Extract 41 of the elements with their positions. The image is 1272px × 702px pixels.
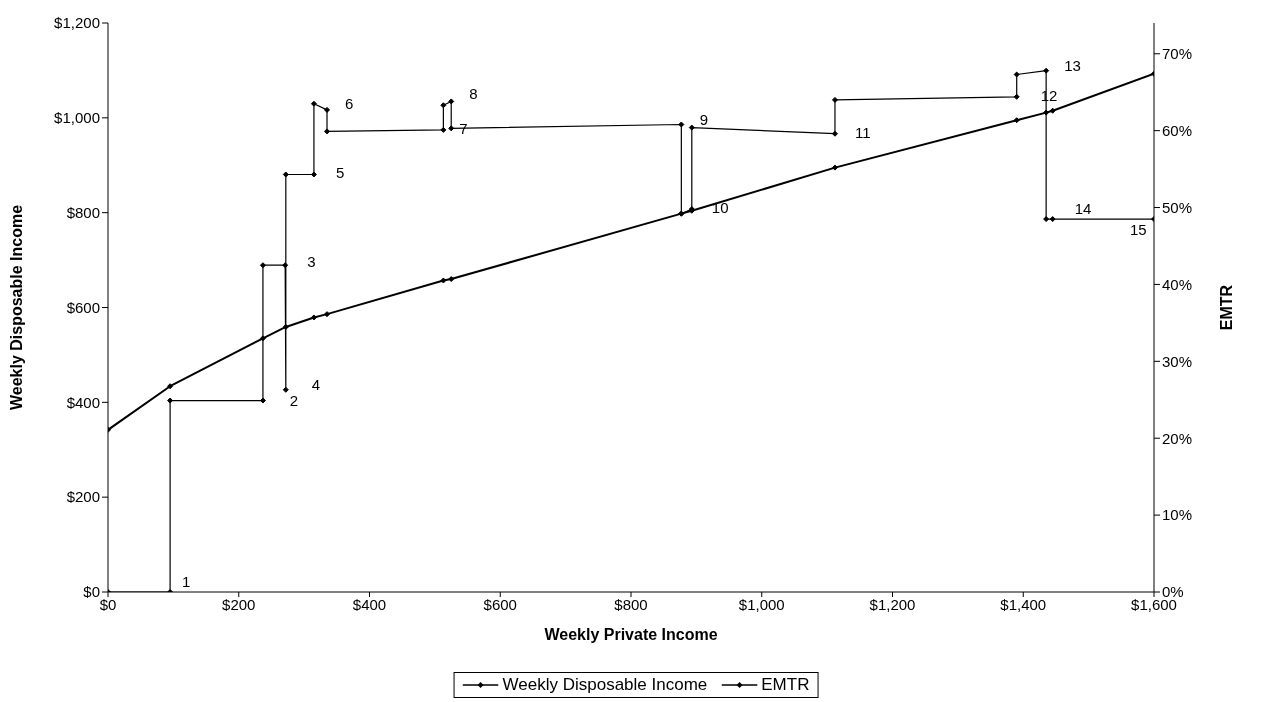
annotation: 4 xyxy=(311,375,321,393)
y2-tick-label: 0% xyxy=(1162,583,1184,601)
annotation: 3 xyxy=(307,253,316,271)
y-tick-label: $600 xyxy=(66,298,100,316)
y2-axis-title: EMTR xyxy=(1217,284,1235,331)
legend-label: EMTR xyxy=(761,675,810,695)
y-axis-title: Weekly Disposable Income xyxy=(7,204,25,411)
y-tick-label: $1,200 xyxy=(54,14,100,32)
x-tick-label: $1,000 xyxy=(738,595,785,613)
y2-tick-label: 30% xyxy=(1162,352,1193,370)
x-tick-label: $0 xyxy=(99,595,117,613)
y2-tick-label: 40% xyxy=(1162,275,1193,293)
x-tick-label: $1,400 xyxy=(1000,595,1047,613)
annotation: 6 xyxy=(345,94,354,112)
y-tick-label: $400 xyxy=(66,393,100,411)
x-tick-label: $800 xyxy=(614,595,648,613)
x-tick-label: $1,200 xyxy=(869,595,916,613)
annotation: 10 xyxy=(711,199,729,217)
x-axis-title: Weekly Private Income xyxy=(544,626,718,643)
annotation: 9 xyxy=(699,110,709,128)
x-tick-label: $200 xyxy=(222,595,256,613)
y-tick-label: $200 xyxy=(66,488,100,506)
y2-tick-label: 20% xyxy=(1162,429,1193,447)
annotation: 8 xyxy=(469,85,478,103)
annotation: 5 xyxy=(335,164,345,182)
annotation: 13 xyxy=(1064,56,1081,74)
x-tick-label: $600 xyxy=(483,595,517,613)
x-tick-label: $400 xyxy=(352,595,387,613)
y-tick-label: $1,000 xyxy=(54,109,100,127)
annotation: 1 xyxy=(182,572,191,590)
legend-label: Weekly Disposable Income xyxy=(502,675,708,695)
annotation: 14 xyxy=(1074,200,1092,218)
y2-tick-label: 10% xyxy=(1162,506,1193,524)
y2-tick-label: 70% xyxy=(1162,45,1193,63)
y2-tick-label: 50% xyxy=(1162,198,1193,216)
y-tick-label: $0 xyxy=(83,583,100,601)
annotation: 11 xyxy=(854,123,871,141)
y2-tick-label: 60% xyxy=(1162,121,1193,139)
annotation: 15 xyxy=(1130,221,1147,239)
y-tick-label: $800 xyxy=(66,203,100,221)
annotation: 2 xyxy=(289,391,299,409)
